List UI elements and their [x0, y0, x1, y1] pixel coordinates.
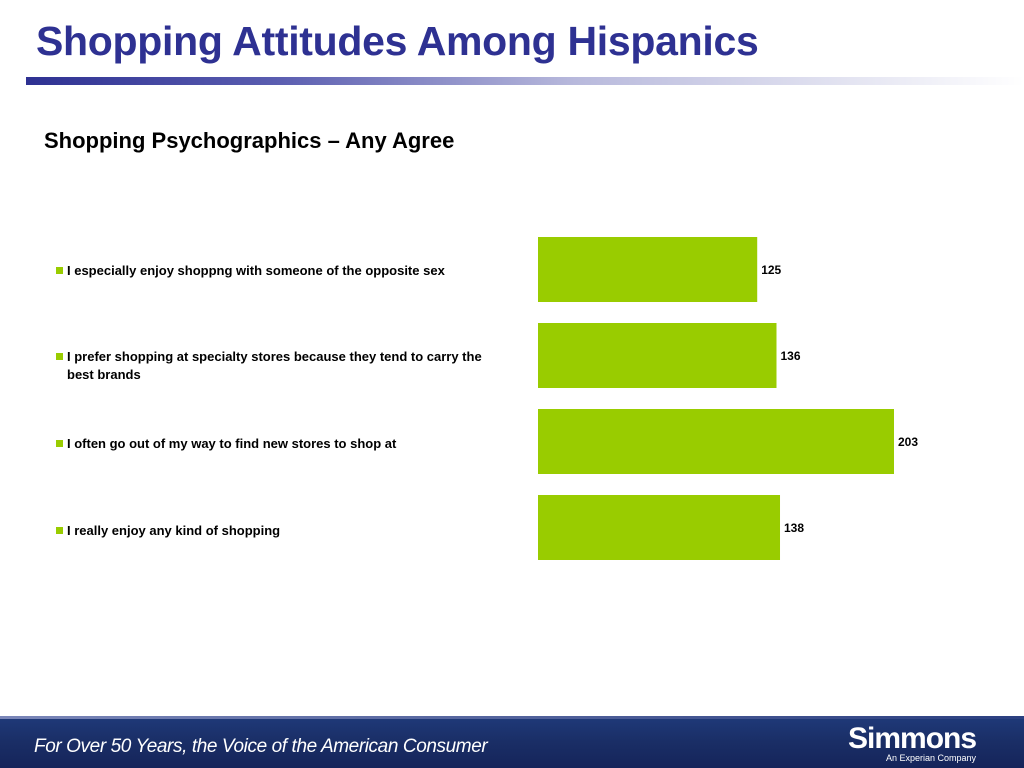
footer-divider	[0, 716, 1024, 719]
title-divider	[26, 77, 1024, 85]
footer-bar: For Over 50 Years, the Voice of the Amer…	[0, 716, 1024, 768]
bar	[538, 237, 758, 302]
slide-title: Shopping Attitudes Among Hispanics	[36, 18, 759, 64]
brand-name: Simmons	[848, 722, 977, 755]
bar-value-label: 203	[898, 435, 918, 449]
chart-title: Shopping Psychographics – Any Agree	[44, 128, 455, 153]
legend-label: I especially enjoy shoppng with someone …	[67, 263, 445, 278]
legend-label: I prefer shopping at specialty stores be…	[67, 349, 482, 382]
legend-item: I often go out of my way to find new sto…	[56, 435, 507, 453]
legend-item: I really enjoy any kind of shopping	[56, 522, 507, 540]
bar-value-label: 125	[761, 263, 781, 277]
bar	[538, 409, 894, 474]
footer-tagline: For Over 50 Years, the Voice of the Amer…	[34, 736, 488, 757]
legend-swatch	[56, 353, 63, 360]
legend-swatch	[56, 527, 63, 534]
bar-value-label: 138	[784, 521, 804, 535]
bar-value-label: 136	[781, 349, 801, 363]
legend-swatch	[56, 440, 63, 447]
simmons-logo: Simmons An Experian Company	[848, 722, 978, 766]
bar	[538, 495, 781, 560]
legend-label: I really enjoy any kind of shopping	[67, 523, 281, 538]
brand-subtitle: An Experian Company	[886, 753, 977, 763]
legend-swatch	[56, 267, 63, 274]
legend-item: I prefer shopping at specialty stores be…	[56, 348, 507, 384]
bar	[538, 323, 777, 388]
legend-item: I especially enjoy shoppng with someone …	[56, 262, 507, 280]
bar-chart: 125 136 203 138	[538, 237, 918, 560]
legend-label: I often go out of my way to find new sto…	[67, 436, 397, 451]
